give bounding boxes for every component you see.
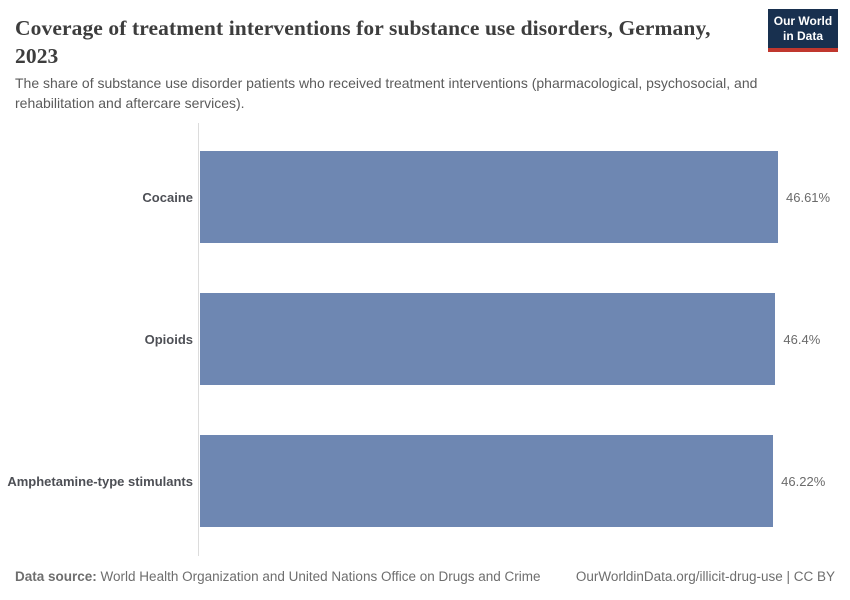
bar-row-opioids: Opioids 46.4% (0, 293, 850, 385)
data-source-text: World Health Organization and United Nat… (100, 569, 541, 584)
bar-opioids[interactable] (200, 293, 776, 385)
value-label-cocaine: 46.61% (786, 189, 831, 205)
data-source: Data source: World Health Organization a… (15, 569, 541, 584)
chart-title: Coverage of treatment interventions for … (15, 16, 711, 68)
owid-logo-line1: Our World (773, 14, 833, 28)
bar-cocaine[interactable] (200, 151, 778, 243)
owid-logo-line2: in Data (782, 29, 823, 43)
data-source-label: Data source: (15, 569, 97, 584)
bar-row-amphetamine: Amphetamine-type stimulants 46.22% (0, 435, 850, 527)
bar-row-cocaine: Cocaine 46.61% (0, 151, 850, 243)
footer: Data source: World Health Organization a… (15, 569, 835, 584)
value-label-opioids: 46.4% (783, 331, 821, 347)
bar-chart: Cocaine 46.61% Opioids 46.4% Amphetamine… (0, 123, 850, 556)
chart-subtitle: The share of substance use disorder pati… (15, 75, 758, 111)
category-label-amphetamine: Amphetamine-type stimulants (7, 473, 193, 489)
value-label-amphetamine: 46.22% (781, 473, 826, 489)
y-axis-line (198, 123, 199, 556)
category-label-opioids: Opioids (144, 331, 193, 347)
owid-url[interactable]: OurWorldinData.org/illicit-drug-use | CC… (575, 569, 835, 584)
owid-logo[interactable]: Our World in Data (768, 9, 838, 52)
bar-amphetamine[interactable] (200, 435, 774, 527)
category-label-cocaine: Cocaine (142, 189, 193, 205)
